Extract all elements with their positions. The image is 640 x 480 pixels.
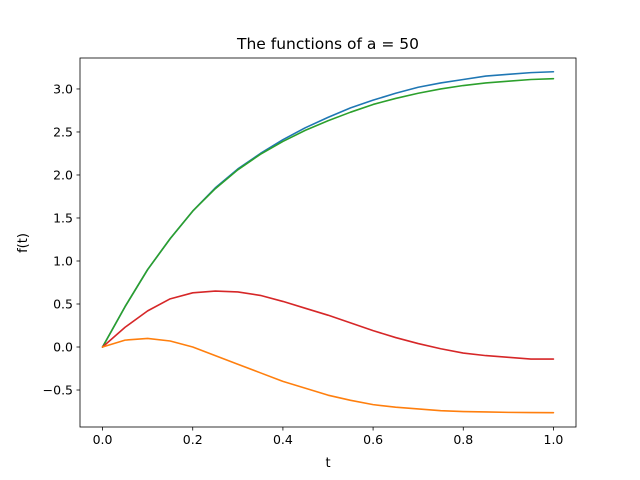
plot-lines <box>101 70 555 414</box>
x-tick-label: 0.0 <box>93 432 113 447</box>
y-tick-label: 1.0 <box>53 253 73 268</box>
y-tick-label: 0.0 <box>53 340 73 355</box>
series-line-2 <box>101 77 555 348</box>
x-axis-label: t <box>325 456 330 471</box>
y-tick-label: 3.0 <box>53 81 73 96</box>
series-line-3 <box>101 290 555 360</box>
y-tick-label: 2.0 <box>53 167 73 182</box>
y-axis-ticks: −0.5 0.0 0.5 1.0 1.5 2.0 2.5 3.0 <box>43 81 80 398</box>
plot-frame <box>79 57 577 428</box>
x-tick-label: 0.6 <box>363 432 383 447</box>
y-tick-label: 1.5 <box>53 210 73 225</box>
y-tick-label: 0.5 <box>53 297 73 312</box>
y-tick-label: 2.5 <box>53 124 73 139</box>
y-axis-label: f(t) <box>16 233 31 253</box>
x-tick-label: 1.0 <box>544 432 564 447</box>
x-tick-label: 0.8 <box>453 432 473 447</box>
x-tick-label: 0.4 <box>273 432 293 447</box>
x-tick-label: 0.2 <box>183 432 203 447</box>
x-axis-ticks: 0.0 0.2 0.4 0.6 0.8 1.0 <box>93 427 564 447</box>
chart-title: The functions of a = 50 <box>236 35 419 53</box>
series-line-4 <box>101 337 555 414</box>
y-tick-label: −0.5 <box>43 383 73 398</box>
